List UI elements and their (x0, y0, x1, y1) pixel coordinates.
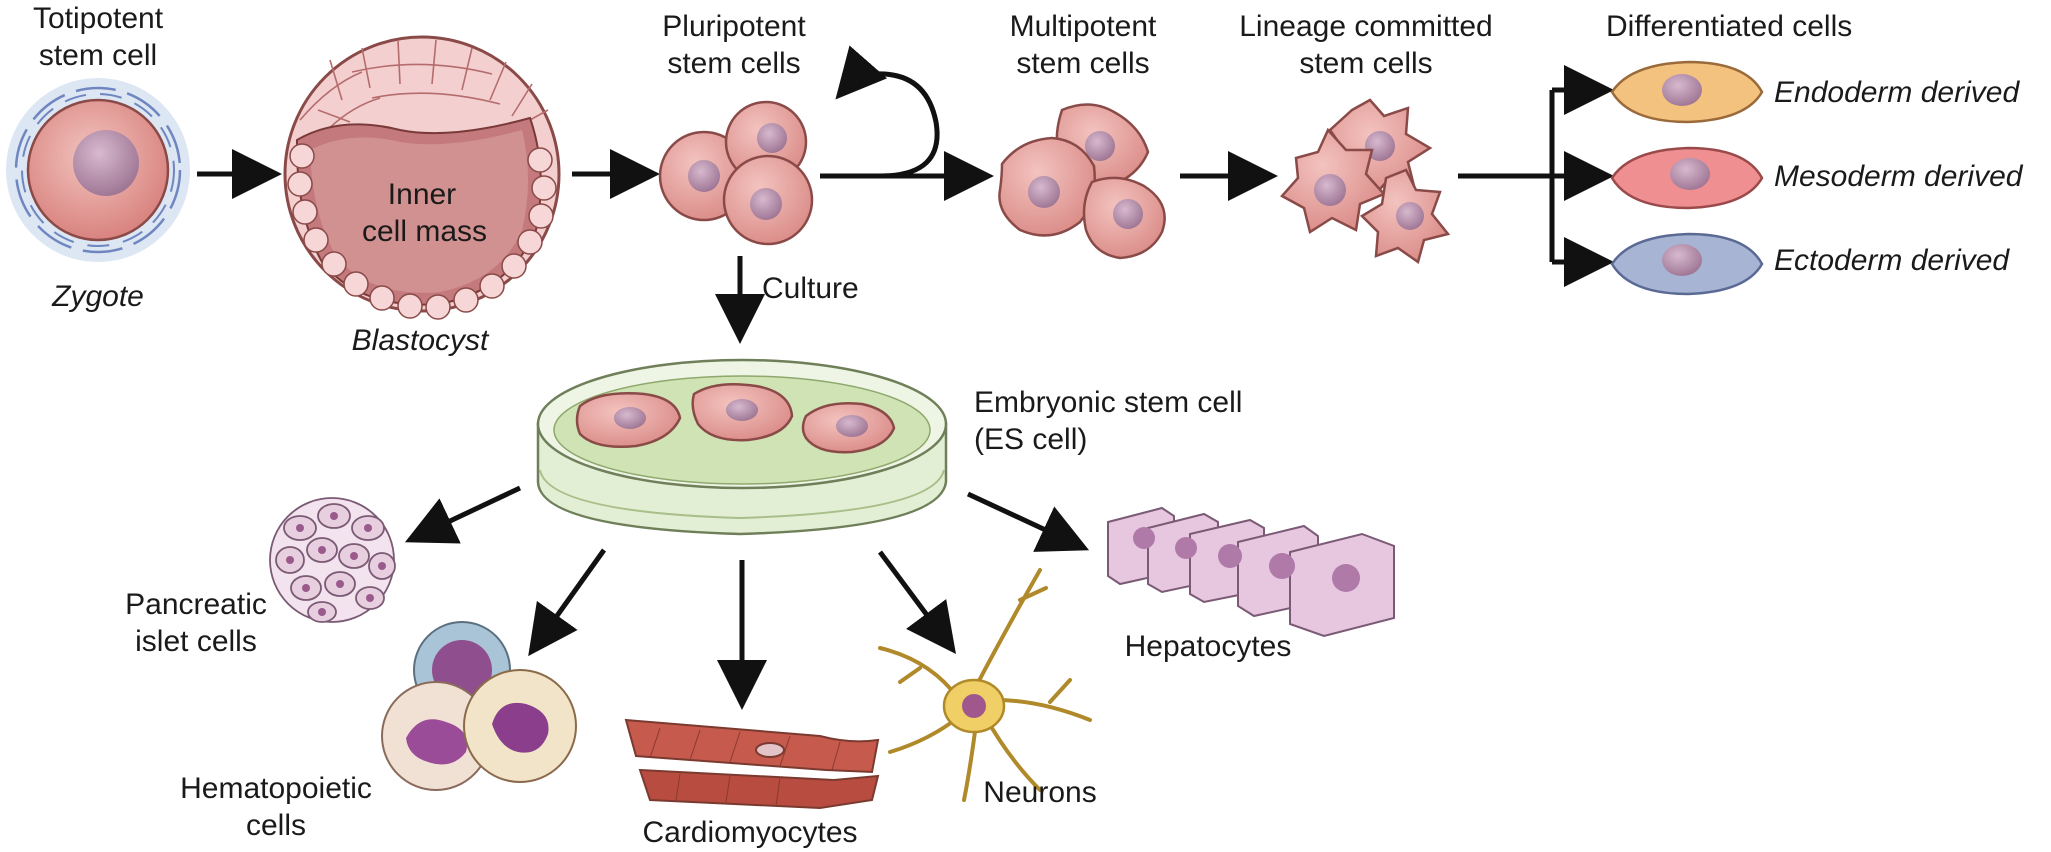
label-inner-cell-mass: Inner cell mass (362, 178, 488, 248)
label-hematopoietic: Hematopoietic cells (180, 772, 372, 842)
pluripotent-cells (658, 100, 814, 246)
label-ectoderm: Ectoderm derived (1774, 244, 2010, 277)
label-culture: Culture (762, 272, 859, 305)
label-endoderm: Endoderm derived (1774, 76, 2020, 109)
lineage-committed-cells (1280, 98, 1451, 265)
endoderm-cell (1610, 60, 1764, 124)
hematopoietic-cells (381, 621, 577, 791)
label-mesoderm: Mesoderm derived (1774, 160, 2023, 193)
mesoderm-cell (1610, 146, 1764, 210)
branching-arrows (1458, 65, 1614, 287)
label-blastocyst: Blastocyst (351, 324, 489, 357)
dish-output-arrows (404, 485, 1090, 710)
neuron-body (942, 678, 1006, 734)
label-totipotent: Totipotent stem cell (32, 2, 164, 72)
label-zygote: Zygote (52, 280, 144, 313)
label-neurons: Neurons (983, 776, 1097, 809)
label-hepatocytes: Hepatocytes (1124, 630, 1292, 663)
self-renewal-arrow (820, 45, 940, 179)
label-es-cell: Embryonic stem cell (ES cell) (974, 386, 1243, 456)
label-pluripotent: Pluripotent stem cells (662, 10, 806, 80)
label-multipotent: Multipotent stem cells (1009, 10, 1157, 80)
blastocyst-cell (283, 35, 561, 320)
label-differentiated: Differentiated cells (1606, 10, 1853, 43)
cardiomyocytes (624, 718, 880, 810)
label-pancreatic: Pancreatic islet cells (125, 588, 267, 658)
ectoderm-cell (1610, 232, 1764, 296)
label-cardiomyocytes: Cardiomyocytes (642, 816, 858, 849)
zygote-cell (6, 78, 190, 262)
multipotent-cells (998, 103, 1166, 260)
label-lineage-committed: Lineage committed stem cells (1239, 10, 1493, 80)
pancreatic-islet-cells (269, 497, 396, 623)
hepatocytes (1107, 506, 1395, 638)
culture-dish (536, 358, 948, 536)
